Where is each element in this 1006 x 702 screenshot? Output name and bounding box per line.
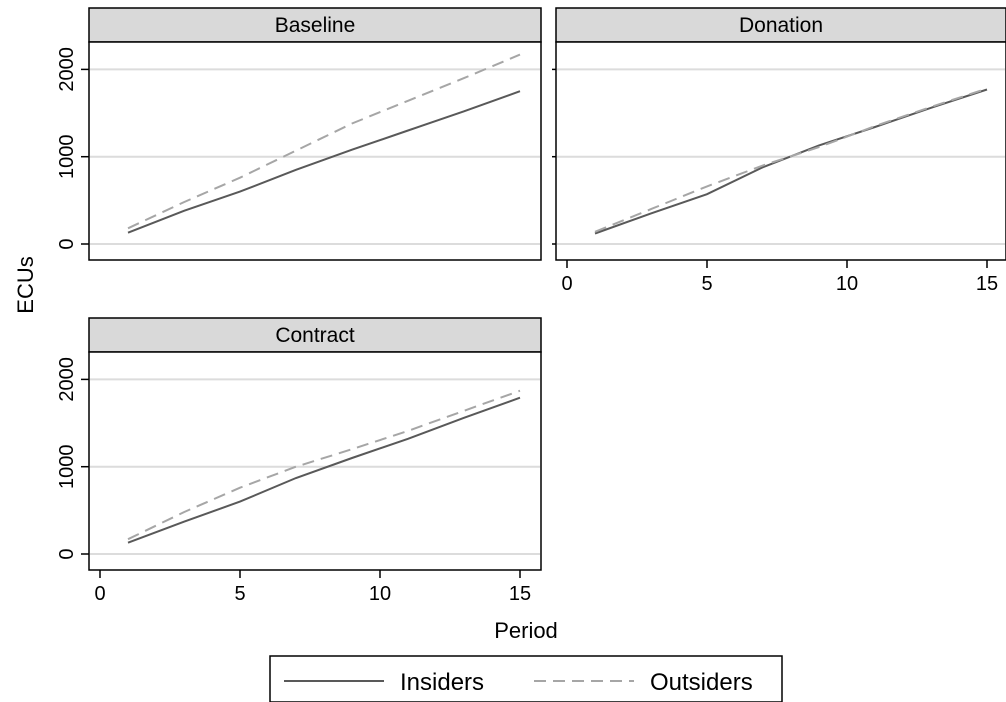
- series-line-outsiders: [594, 87, 988, 233]
- x-tick-label: 15: [976, 273, 998, 295]
- x-tick-label: 0: [561, 273, 572, 295]
- legend-label-insiders: Insiders: [400, 669, 484, 696]
- legend-label-outsiders: Outsiders: [650, 669, 753, 696]
- panel-strip: [88, 317, 542, 353]
- plot-area: [555, 41, 1006, 261]
- x-axis-title: Period: [494, 618, 558, 643]
- y-tick-label: 2000: [56, 47, 78, 92]
- y-axis-title: ECUs: [13, 256, 38, 313]
- panel-title: Contract: [275, 324, 355, 347]
- plot-area: [88, 351, 542, 571]
- x-tick-label: 10: [836, 273, 858, 295]
- panel-strip: [555, 7, 1006, 43]
- y-tick-label: 1000: [56, 444, 78, 489]
- panel-baseline: Baseline 0 1000 2000: [56, 7, 542, 261]
- y-tick-label: 0: [56, 548, 78, 559]
- x-tick-label: 5: [234, 583, 245, 605]
- legend-box: [269, 655, 783, 702]
- panel-contract: Contract 0 1000 2000 0 5 10 15: [56, 317, 542, 605]
- panel-title: Baseline: [275, 14, 356, 37]
- panel-title: Donation: [739, 14, 823, 37]
- plot-area: [88, 41, 542, 261]
- panel-strip: [88, 7, 542, 43]
- y-tick-label: 1000: [56, 134, 78, 179]
- x-tick-label: 5: [701, 273, 712, 295]
- x-tick-label: 0: [94, 583, 105, 605]
- series-line-insiders: [127, 396, 521, 544]
- series-line-outsiders: [127, 53, 521, 230]
- series-line-outsiders: [127, 389, 521, 541]
- x-tick-label: 10: [369, 583, 391, 605]
- legend: Insiders Outsiders: [269, 655, 783, 702]
- panel-donation: Donation 0 5 10 15: [552, 7, 1006, 295]
- series-line-insiders: [127, 90, 521, 234]
- x-tick-label: 15: [509, 583, 531, 605]
- y-tick-label: 2000: [56, 357, 78, 402]
- y-tick-label: 0: [56, 238, 78, 249]
